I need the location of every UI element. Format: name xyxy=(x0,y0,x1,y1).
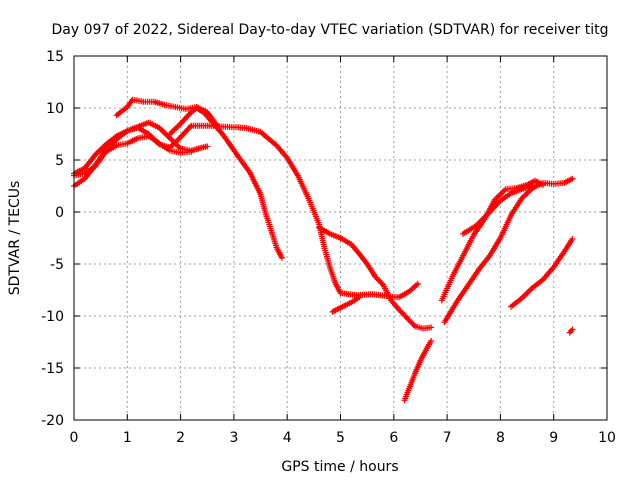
series-markers xyxy=(329,294,363,315)
y-tick-label: -20 xyxy=(41,413,64,429)
y-axis-title: SDTVAR / TECUs xyxy=(7,181,23,296)
x-tick-label: 2 xyxy=(176,430,185,446)
series-markers xyxy=(441,175,576,326)
y-tick-label: 10 xyxy=(46,101,64,117)
series-markers xyxy=(316,224,435,332)
y-tick-label: 5 xyxy=(55,153,64,169)
x-tick-label: 0 xyxy=(70,430,79,446)
x-tick-label: 7 xyxy=(443,430,452,446)
series-arc-9 xyxy=(441,175,576,326)
x-tick-label: 6 xyxy=(389,430,398,446)
x-tick-label: 8 xyxy=(496,430,505,446)
x-tick-label: 5 xyxy=(336,430,345,446)
y-tick-label: -10 xyxy=(41,309,64,325)
series-arc-5 xyxy=(166,105,285,261)
series-arc-10 xyxy=(438,177,546,304)
y-tick-label: 15 xyxy=(46,49,64,65)
series-arc-6 xyxy=(316,224,435,332)
data-marks xyxy=(71,96,576,404)
x-axis-title: GPS time / hours xyxy=(281,459,398,475)
chart-title: Day 097 of 2022, Sidereal Day-to-day VTE… xyxy=(52,22,609,38)
x-tick-label: 1 xyxy=(123,430,132,446)
series-arc-8 xyxy=(401,338,435,404)
series-markers xyxy=(166,105,285,261)
series-markers xyxy=(438,177,546,304)
series-arc-12 xyxy=(508,236,576,310)
x-tick-label: 3 xyxy=(229,430,238,446)
x-tick-label: 10 xyxy=(598,430,616,446)
y-tick-label: -5 xyxy=(50,257,64,273)
x-tick-label: 9 xyxy=(549,430,558,446)
y-tick-label: 0 xyxy=(55,205,64,221)
plot-frame xyxy=(73,55,608,421)
axis-ticks: 0 1 2 3 4 5 6 7 8 9 10 -20 -15 -10 -5 0 5 10 15 xyxy=(41,49,616,446)
series-markers xyxy=(508,236,576,310)
series-arc-7 xyxy=(329,294,363,315)
series-arc-11 xyxy=(460,183,536,237)
y-tick-label: -15 xyxy=(41,361,64,377)
series-markers xyxy=(460,183,536,237)
series-arc-13 xyxy=(566,326,576,336)
series-markers xyxy=(401,338,435,404)
series-markers xyxy=(566,326,576,336)
x-tick-label: 4 xyxy=(283,430,292,446)
